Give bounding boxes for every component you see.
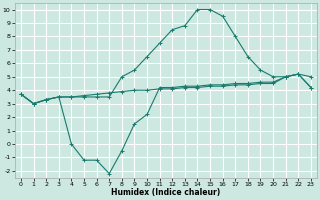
X-axis label: Humidex (Indice chaleur): Humidex (Indice chaleur) xyxy=(111,188,220,197)
